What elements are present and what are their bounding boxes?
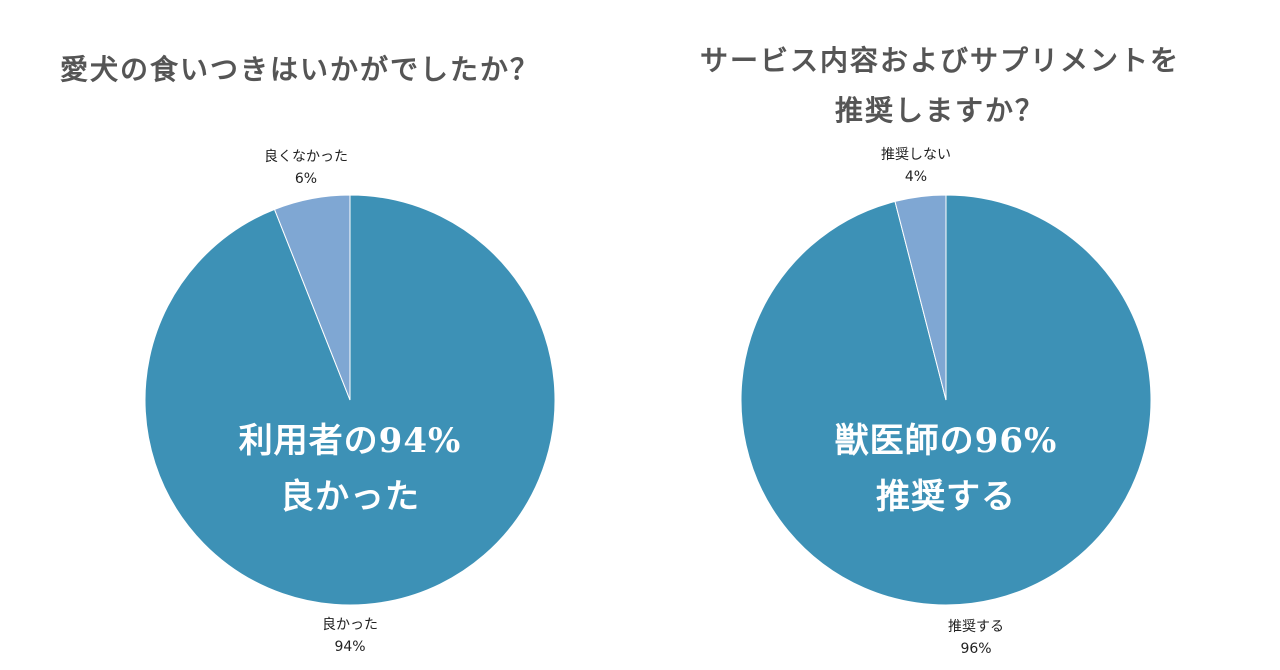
chart-title-recommendation: サービス内容およびサプリメントを 推奨しますか？	[640, 36, 1240, 136]
pie-chart-satisfaction: 良かった 94% 良くなかった 6% 利用者の94% 良かった	[144, 149, 556, 655]
center-callout-line: 獣医師の96%	[835, 421, 1058, 461]
satisfaction-chart-panel: 愛犬の食いつきはいかがでしたか？ 良かった 94% 良くなかった 6% 利用者の94% 良…	[60, 53, 556, 655]
chart-title-line-2: 推奨しますか？	[834, 94, 1045, 127]
slice-value-label: 96%	[960, 641, 991, 657]
slice-value-label: 94%	[334, 639, 365, 655]
slice-value-label: 4%	[905, 169, 927, 185]
slice-value-label: 6%	[295, 171, 317, 187]
pie-chart-recommendation: 推奨する 96% 推奨しない 4% 獣医師の96% 推奨する	[740, 147, 1152, 657]
recommendation-chart-panel: サービス内容およびサプリメントを 推奨しますか？ 推奨する 96% 推奨しない 4% 獣…	[600, 0, 1280, 670]
pie-slice-minor	[894, 194, 947, 401]
slice-label: 良かった	[322, 617, 378, 633]
slice-label: 推奨する	[948, 619, 1004, 635]
chart-title-line-1: サービス内容およびサプリメントを	[699, 44, 1180, 77]
center-callout-line: 良かった	[280, 477, 420, 517]
chart-title-satisfaction: 愛犬の食いつきはいかがでしたか？	[60, 53, 541, 86]
slice-label: 推奨しない	[881, 147, 951, 163]
center-callout-line: 推奨する	[876, 477, 1016, 517]
pie-slice-minor	[273, 194, 351, 401]
slice-label: 良くなかった	[264, 149, 348, 165]
center-callout-line: 利用者の94%	[239, 421, 462, 461]
